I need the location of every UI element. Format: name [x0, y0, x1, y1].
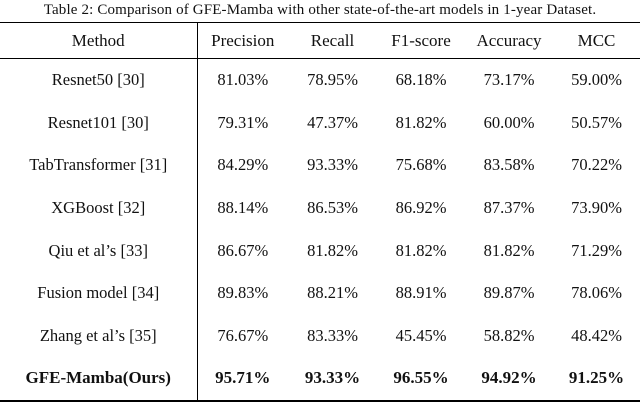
value-cell: 89.83%: [217, 283, 269, 303]
value-cell: 96.55%: [393, 368, 449, 388]
method-cell: Fusion model [34]: [0, 271, 198, 315]
value-cell: 93.33%: [304, 368, 361, 388]
value-cell: 86.92%: [395, 198, 447, 218]
value-cell: 79.31%: [217, 112, 269, 132]
value-cell: 87.37%: [483, 198, 535, 218]
method-cell: Resnet101 [30]: [0, 101, 198, 145]
column-header-f1-score: F1-score: [391, 30, 451, 50]
value-cell: 88.91%: [395, 283, 447, 303]
value-cell: 48.42%: [571, 325, 622, 345]
method-cell: TabTransformer [31]: [0, 144, 198, 187]
value-cell: 76.67%: [217, 325, 269, 345]
table-row: GFE-Mamba(Ours) 95.71% 93.33% 96.55% 94.92% 9…: [0, 357, 640, 401]
header-row: Method Precision Recall F1-score Accurac…: [0, 22, 640, 59]
table-caption: Table 2: Comparison of GFE-Mamba with ot…: [43, 2, 597, 18]
table-row: XGBoost [32] 88.14% 86.53% 86.92% 87.37% 73.9…: [0, 186, 640, 230]
value-cell: 78.95%: [307, 70, 358, 90]
value-cell: 81.03%: [217, 70, 269, 90]
value-cell: 86.67%: [217, 240, 269, 260]
value-cell: 91.25%: [568, 368, 625, 388]
value-cell: 59.00%: [571, 70, 622, 90]
value-cell: 75.68%: [395, 155, 447, 175]
value-cell: 89.87%: [483, 283, 535, 303]
method-cell: Qiu et al’s [33]: [0, 229, 198, 272]
column-header-accuracy: Accuracy: [476, 30, 542, 50]
value-cell: 83.58%: [483, 155, 535, 175]
value-cell: 81.82%: [483, 240, 535, 260]
value-cell: 88.21%: [307, 283, 358, 303]
value-cell: 73.17%: [483, 70, 535, 90]
column-header-method: Method: [0, 22, 198, 59]
column-header-precision: Precision: [211, 30, 275, 50]
method-cell: Resnet50 [30]: [0, 58, 198, 102]
value-cell: 70.22%: [571, 155, 622, 175]
table-row: Zhang et al’s [35] 76.67% 83.33% 45.45% 58.8…: [0, 314, 640, 358]
table-row: TabTransformer [31] 84.29% 93.33% 75.68% 83.…: [0, 144, 640, 187]
value-cell: 78.06%: [571, 283, 622, 303]
value-cell: 45.45%: [395, 325, 447, 345]
value-cell: 47.37%: [307, 112, 358, 132]
method-cell: GFE-Mamba(Ours): [0, 357, 198, 401]
results-table: Method Precision Recall F1-score Accurac…: [0, 22, 640, 402]
value-cell: 83.33%: [307, 325, 358, 345]
value-cell: 50.57%: [571, 112, 622, 132]
table-row: Fusion model [34] 89.83% 88.21% 88.91% 89.87…: [0, 271, 640, 315]
value-cell: 88.14%: [217, 198, 269, 218]
value-cell: 60.00%: [483, 112, 535, 132]
method-cell: XGBoost [32]: [0, 186, 198, 230]
value-cell: 84.29%: [217, 155, 269, 175]
table-row: Resnet50 [30] 81.03% 78.95% 68.18% 73.17% 59.…: [0, 58, 640, 102]
value-cell: 71.29%: [571, 240, 622, 260]
value-cell: 94.92%: [481, 368, 537, 388]
value-cell: 81.82%: [395, 112, 447, 132]
value-cell: 86.53%: [307, 198, 358, 218]
value-cell: 93.33%: [307, 155, 358, 175]
value-cell: 58.82%: [483, 325, 535, 345]
method-cell: Zhang et al’s [35]: [0, 314, 198, 358]
table-row: Resnet101 [30] 79.31% 47.37% 81.82% 60.00% 50…: [0, 101, 640, 145]
value-cell: 81.82%: [307, 240, 358, 260]
value-cell: 95.71%: [215, 368, 271, 388]
value-cell: 73.90%: [571, 198, 622, 218]
table-row: Qiu et al’s [33] 86.67% 81.82% 81.82% 81.82%…: [0, 229, 640, 272]
column-header-recall: Recall: [310, 30, 355, 50]
value-cell: 81.82%: [395, 240, 447, 260]
value-cell: 68.18%: [395, 70, 447, 90]
column-header-mcc: MCC: [577, 30, 616, 50]
